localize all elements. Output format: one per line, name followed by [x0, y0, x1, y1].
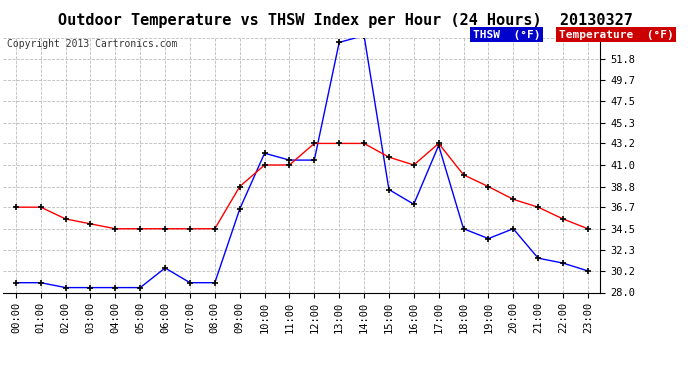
Text: Outdoor Temperature vs THSW Index per Hour (24 Hours)  20130327: Outdoor Temperature vs THSW Index per Ho… [57, 13, 633, 28]
Text: THSW  (°F): THSW (°F) [473, 30, 540, 39]
Text: Copyright 2013 Cartronics.com: Copyright 2013 Cartronics.com [7, 39, 177, 50]
Text: Temperature  (°F): Temperature (°F) [559, 30, 673, 39]
